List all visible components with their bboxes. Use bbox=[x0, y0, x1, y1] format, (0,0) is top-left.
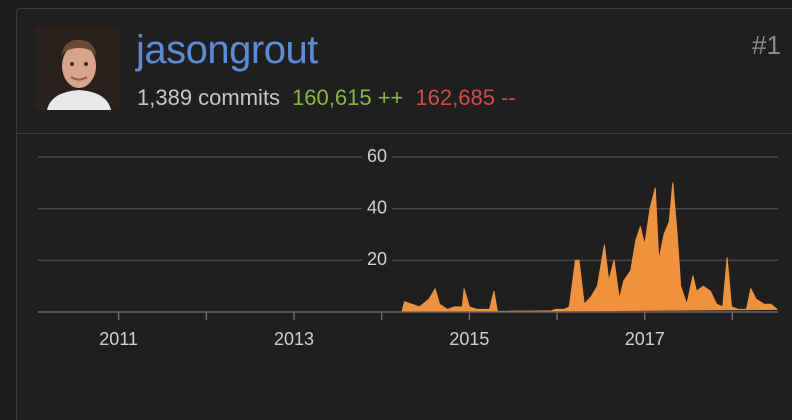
y-tick-label-bg bbox=[362, 147, 392, 167]
y-tick-label: 60 bbox=[367, 146, 387, 166]
y-tick-label-bg bbox=[362, 250, 392, 271]
commit-count: 1,389 commits bbox=[137, 85, 281, 110]
additions: 160,615 ++ bbox=[292, 85, 404, 110]
y-tick-label: 40 bbox=[367, 197, 387, 217]
x-tick-label: 2013 bbox=[274, 329, 314, 349]
x-tick-label: 2017 bbox=[625, 329, 665, 349]
separator bbox=[16, 133, 792, 134]
avatar[interactable] bbox=[35, 26, 119, 110]
contributor-card bbox=[16, 8, 792, 420]
username[interactable]: jasongrout bbox=[136, 28, 318, 72]
area bbox=[401, 182, 778, 313]
stats: 1,389 commits 160,615 ++ 162,685 -- bbox=[137, 85, 516, 111]
x-tick-label: 2011 bbox=[99, 329, 138, 349]
y-tick-label: 20 bbox=[367, 249, 387, 269]
x-tick-label: 2015 bbox=[449, 329, 489, 349]
rank: #1 bbox=[752, 30, 781, 60]
y-tick-label-bg bbox=[362, 198, 392, 219]
deletions: 162,685 -- bbox=[415, 85, 516, 110]
